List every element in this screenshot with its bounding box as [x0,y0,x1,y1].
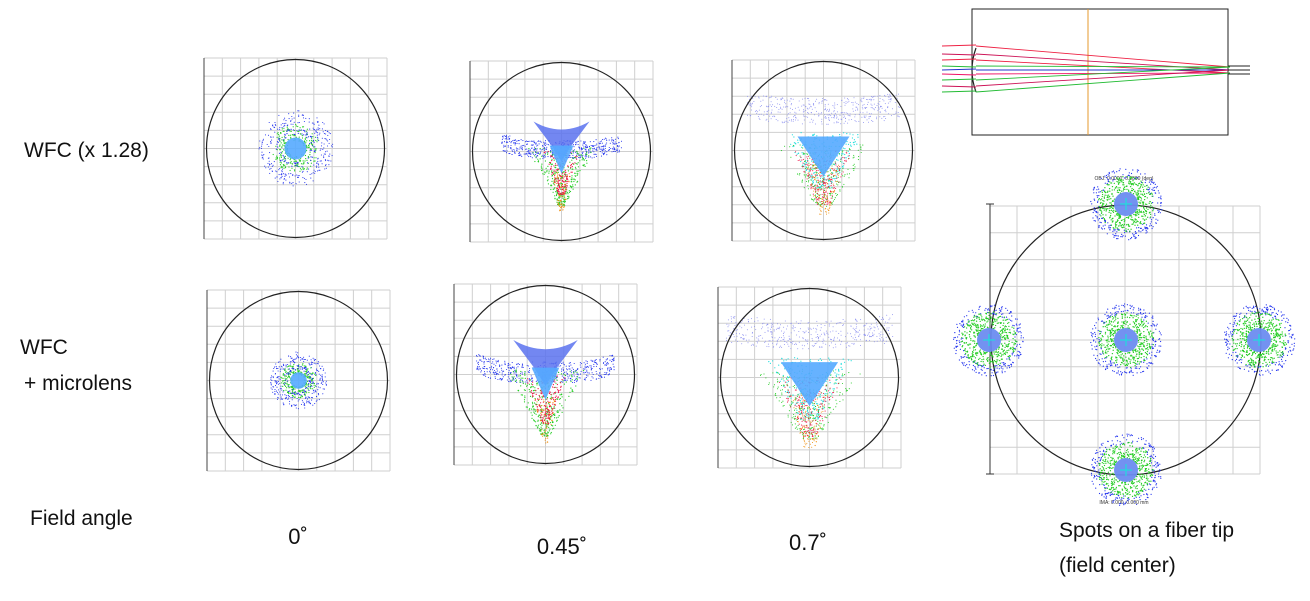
airy-circle [455,284,636,465]
fiber-spot [1090,303,1162,376]
spot-microlens-0 [206,289,391,472]
spot-microlens-045 [453,283,638,466]
fiber-tip-spots: OBJ: 0.0000, 0.0000 (deg) IMA: 0.000, 0.… [946,168,1302,506]
airy-circle [208,290,389,471]
spot-pattern [747,93,900,215]
spot-pattern [475,340,615,444]
caption-line1: Spots on a fiber tip [1059,519,1235,542]
fiber-spot [1090,433,1162,506]
spot-pattern [725,314,894,448]
grid [469,60,654,243]
row-label-wfc-microlens-line2: + microlens [24,372,132,395]
rays [941,44,1231,93]
fiber-spot [953,304,1024,377]
spot-wfc-045 [469,60,654,243]
field-angle-label: Field angle [30,507,133,530]
field-angle-0: 0˚ [288,524,308,549]
spot-microlens-07 [717,286,902,469]
fiber-spot [1224,304,1296,376]
field-angle-07: 0.7˚ [789,530,827,555]
row-label-wfc: WFC (x 1.28) [24,139,149,162]
caption-line2: (field center) [1059,554,1176,577]
spot-wfc-07 [731,59,916,242]
grid [203,57,388,240]
spot-pattern [270,351,327,410]
grid [206,289,391,472]
airy-circle [205,58,386,239]
fiber-spot [1090,168,1163,241]
field-angle-045: 0.45˚ [536,534,588,559]
grid [717,286,902,469]
spot-pattern [501,121,623,212]
ray-trace-layout [941,8,1252,138]
fiber-top-label: OBJ: 0.0000, 0.0000 (deg) [1095,176,1154,182]
row-label-wfc-microlens-line1: WFC [20,336,68,359]
spot-wfc-0 [203,57,388,240]
airy-circle [719,287,900,468]
spot-pattern [258,110,334,187]
airy-circle [733,60,914,241]
airy-circle [471,61,652,242]
